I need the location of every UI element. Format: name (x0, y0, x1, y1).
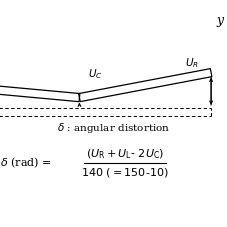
Text: $(U_\mathrm{R}+U_\mathrm{L}$- $2U_\mathrm{C})$: $(U_\mathrm{R}+U_\mathrm{L}$- $2U_\mathr… (86, 148, 164, 161)
Text: $\delta$ (rad) =: $\delta$ (rad) = (0, 156, 52, 170)
Text: $140\ (=150\text{-}10)$: $140\ (=150\text{-}10)$ (81, 165, 169, 179)
Text: y: y (217, 14, 224, 27)
Text: $U_\mathit{C}$: $U_\mathit{C}$ (88, 67, 103, 81)
Polygon shape (0, 86, 80, 102)
Polygon shape (79, 69, 212, 102)
Text: $\delta$ : angular distortion: $\delta$ : angular distortion (57, 121, 170, 135)
Text: $U_\mathit{R}$: $U_\mathit{R}$ (185, 56, 199, 70)
